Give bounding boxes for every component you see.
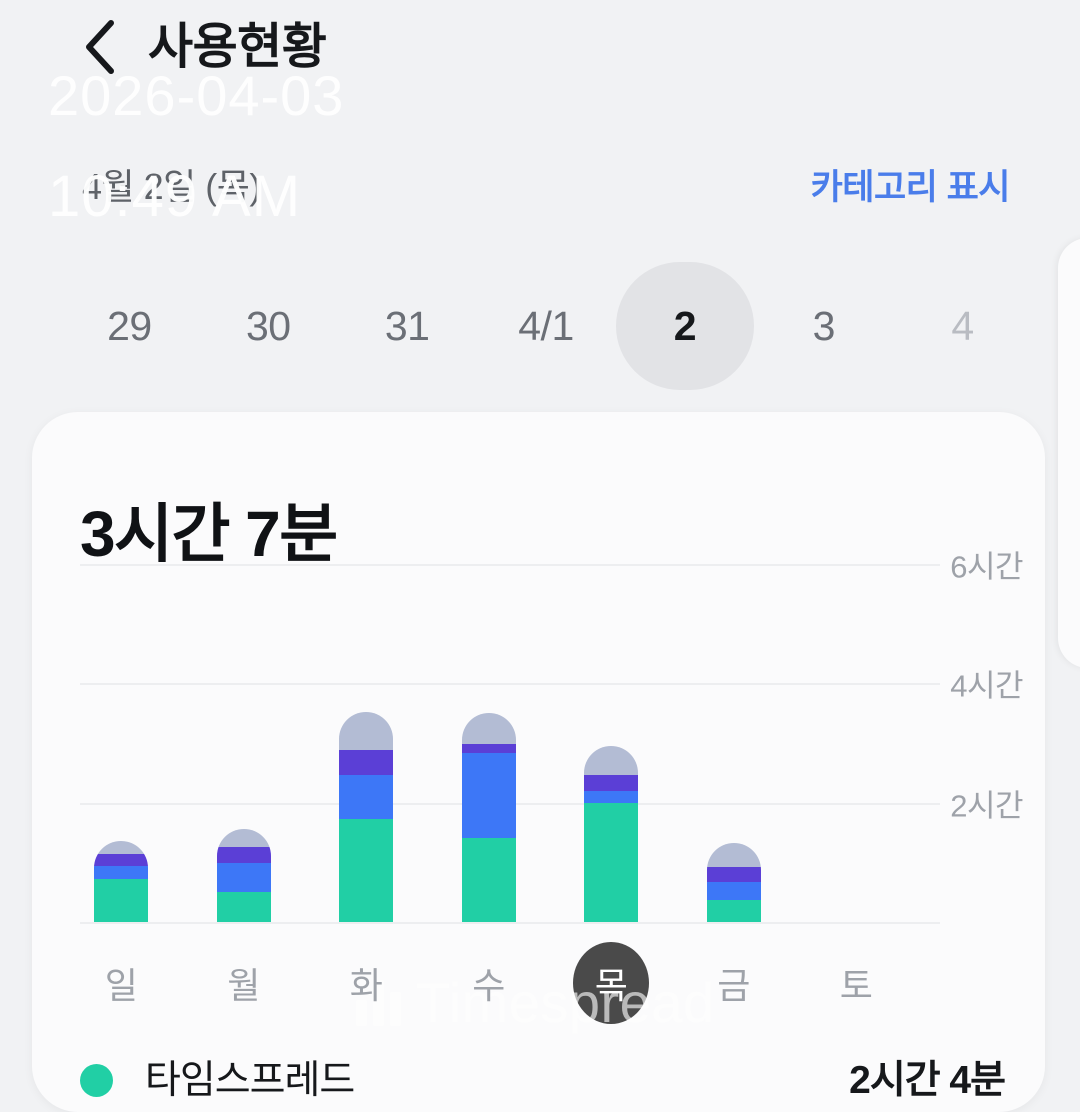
date-strip[interactable]: 29 30 31 4/1 2 3 4 (60, 262, 1032, 390)
day-selected-disc (573, 942, 649, 1024)
day-label-text: 월 (227, 965, 260, 1006)
app-screen: 사용현황 4월 2일 (목) 카테고리 표시 29 30 31 4/1 2 3 4 3시간 … (0, 8, 1080, 1100)
day-label-text: 수 (472, 965, 505, 1006)
usage-summary-card: 3시간 7분 2시간 4시간 6시간 일 월 화 수 목 금 토 타임스프레드 2시간 4분 (32, 412, 1045, 1112)
bar-금[interactable] (706, 843, 761, 922)
bar-segment-blue-category (461, 753, 516, 839)
date-cell-6[interactable]: 4 (893, 262, 1032, 390)
day-label-화[interactable]: 화 (321, 938, 411, 1028)
bar-segment-blue-category (584, 791, 638, 803)
bar-segment-타임스프레드 (706, 900, 761, 922)
date-cell-label: 30 (245, 302, 291, 349)
y-axis-label-6: 6시간 (950, 549, 1023, 585)
date-cell-label: 3 (812, 302, 836, 349)
bar-segment-타임스프레드 (339, 819, 393, 922)
bar-segment-other-category (461, 713, 516, 745)
date-cell-label: 4/1 (518, 302, 574, 349)
day-label-토[interactable]: 토 (811, 938, 901, 1028)
bar-segment-purple-category (339, 750, 393, 776)
date-cell-5[interactable]: 3 (754, 262, 893, 390)
y-axis-label-2: 2시간 (950, 788, 1023, 824)
day-label-text: 토 (839, 965, 873, 1006)
legend-item[interactable]: 타임스프레드 (80, 1058, 355, 1102)
bar-수[interactable] (461, 713, 516, 922)
bar-segment-purple-category (706, 867, 761, 882)
bar-segment-blue-category (216, 863, 271, 893)
date-selected-pill (615, 262, 754, 390)
nav-bar: 사용현황 (0, 8, 1080, 86)
total-usage-time: 3시간 7분 (80, 498, 338, 570)
date-cell-label: 29 (107, 302, 152, 349)
bar-화[interactable] (339, 712, 393, 922)
bar-segment-blue-category (339, 775, 393, 820)
show-category-button[interactable]: 카테고리 표시 (810, 167, 1011, 207)
gridline-4 (80, 683, 940, 686)
back-button[interactable] (74, 16, 126, 78)
bar-segment-purple-category (584, 775, 638, 792)
y-axis-label-4: 4시간 (950, 668, 1023, 704)
date-cell-3[interactable]: 4/1 (477, 262, 616, 390)
date-cell-0[interactable]: 29 (60, 262, 199, 390)
legend-app-name: 타임스프레드 (145, 1058, 355, 1102)
usage-bar-chart: 2시간 4시간 6시간 일 월 화 수 목 금 토 (32, 412, 1045, 1112)
bar-segment-other-category (216, 829, 271, 848)
bar-segment-other-category (339, 712, 393, 751)
bar-segment-타임스프레드 (461, 838, 516, 922)
day-label-월[interactable]: 월 (199, 938, 289, 1028)
legend-color-dot (80, 1063, 113, 1097)
bar-segment-other-category (584, 746, 638, 776)
gridline-6 (80, 563, 940, 566)
bar-segment-other-category (94, 841, 148, 854)
bar-segment-purple-category (94, 853, 148, 867)
bar-segment-blue-category (94, 866, 148, 879)
bar-segment-타임스프레드 (94, 878, 148, 922)
legend-app-duration: 2시간 4분 (849, 1058, 1006, 1102)
legend-row[interactable]: 타임스프레드 2시간 4분 (80, 1050, 1006, 1110)
subheader-row: 4월 2일 (목) 카테고리 표시 (0, 152, 1080, 222)
selected-date-label: 4월 2일 (목) (82, 166, 261, 207)
day-label-목[interactable]: 목 (566, 938, 656, 1028)
bar-목[interactable] (584, 746, 638, 922)
date-cell-2[interactable]: 31 (338, 262, 477, 390)
bar-segment-other-category (706, 843, 761, 868)
date-cell-1[interactable]: 30 (199, 262, 338, 390)
day-label-금[interactable]: 금 (689, 938, 779, 1028)
chevron-left-icon (83, 19, 117, 75)
bar-월[interactable] (216, 829, 271, 922)
bar-segment-타임스프레드 (584, 802, 638, 922)
bar-segment-purple-category (216, 847, 271, 864)
bar-segment-purple-category (461, 744, 516, 753)
chart-baseline (80, 922, 940, 924)
page-title: 사용현황 (148, 19, 327, 74)
date-cell-4[interactable]: 2 (615, 262, 754, 390)
next-card-peek[interactable] (1058, 238, 1080, 668)
bar-일[interactable] (94, 841, 148, 922)
day-label-text: 화 (349, 965, 383, 1006)
date-cell-label: 2 (673, 302, 697, 349)
date-cell-label: 31 (384, 302, 430, 349)
day-label-일[interactable]: 일 (76, 938, 166, 1028)
day-label-text: 금 (717, 965, 750, 1006)
date-cell-label: 4 (951, 302, 974, 349)
day-label-text: 목 (594, 965, 628, 1006)
day-label-수[interactable]: 수 (444, 938, 534, 1028)
bar-segment-타임스프레드 (216, 892, 271, 922)
bar-segment-blue-category (706, 881, 761, 901)
chart-bars[interactable] (32, 412, 1045, 1112)
day-label-text: 일 (104, 965, 138, 1006)
